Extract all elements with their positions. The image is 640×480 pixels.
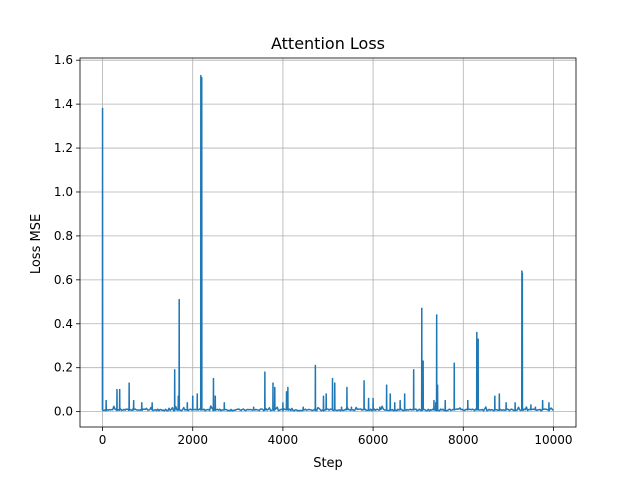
x-axis-ticks: 0 2000 4000 6000 8000 10000 xyxy=(99,427,573,447)
data-point xyxy=(151,402,153,404)
data-point xyxy=(422,360,424,362)
data-point xyxy=(530,404,532,406)
data-point xyxy=(404,393,406,395)
data-point xyxy=(274,386,276,389)
data-point xyxy=(514,402,516,404)
y-tick-label: 1.6 xyxy=(54,53,73,67)
data-point xyxy=(534,406,537,408)
data-point xyxy=(116,389,118,391)
x-tick-label: 2000 xyxy=(177,433,208,447)
data-point xyxy=(200,74,202,77)
data-point xyxy=(212,378,215,380)
data-point xyxy=(379,406,381,408)
x-tick-label: 10000 xyxy=(534,433,572,447)
data-point xyxy=(542,400,544,402)
data-point xyxy=(196,393,198,395)
data-point xyxy=(372,397,374,400)
data-point xyxy=(394,402,396,404)
data-point xyxy=(314,364,316,367)
y-tick-label: 1.4 xyxy=(54,97,73,111)
data-point xyxy=(334,382,336,384)
series-group xyxy=(101,74,554,412)
grid xyxy=(80,58,576,427)
y-axis-ticks: 0.0 0.2 0.4 0.6 0.8 1.0 1.2 1.4 1.6 xyxy=(54,53,80,419)
data-point xyxy=(287,386,289,389)
data-point xyxy=(282,402,284,404)
data-point xyxy=(413,369,415,371)
data-point xyxy=(389,393,391,395)
y-tick-label: 0.4 xyxy=(54,317,73,331)
data-point xyxy=(421,307,423,309)
data-point xyxy=(214,395,216,397)
data-point xyxy=(105,400,107,402)
data-point xyxy=(192,395,194,397)
data-point xyxy=(548,402,550,404)
data-point xyxy=(435,402,437,404)
data-point xyxy=(186,402,188,404)
x-tick-label: 8000 xyxy=(448,433,479,447)
data-point xyxy=(444,400,446,402)
data-point xyxy=(302,406,304,408)
data-point xyxy=(325,393,327,395)
data-point xyxy=(363,380,365,382)
data-point xyxy=(177,395,179,397)
data-point xyxy=(346,386,348,389)
data-point xyxy=(436,314,438,316)
y-tick-label: 0.8 xyxy=(54,229,73,243)
data-point xyxy=(201,77,203,79)
data-point xyxy=(386,384,388,386)
y-tick-label: 0.0 xyxy=(54,405,73,419)
data-point xyxy=(477,338,479,340)
x-tick-label: 6000 xyxy=(358,433,389,447)
data-point xyxy=(505,402,507,404)
data-point xyxy=(340,406,343,408)
data-point xyxy=(133,400,135,402)
data-point xyxy=(128,382,130,384)
y-tick-label: 1.2 xyxy=(54,141,73,155)
plot-frame xyxy=(79,57,577,428)
y-tick-label: 1.0 xyxy=(54,185,73,199)
data-point xyxy=(436,384,439,386)
data-point xyxy=(285,391,288,393)
chart-title: Attention Loss xyxy=(271,34,385,53)
data-point xyxy=(433,400,435,402)
data-point xyxy=(272,382,274,384)
data-point xyxy=(467,400,469,402)
series-line xyxy=(101,74,554,412)
x-tick-label: 0 xyxy=(99,433,107,447)
y-tick-label: 0.6 xyxy=(54,273,73,287)
data-point xyxy=(331,378,334,380)
data-point xyxy=(264,371,266,373)
data-point xyxy=(101,107,104,110)
data-point xyxy=(399,400,401,402)
data-point xyxy=(322,395,325,397)
y-tick-label: 0.2 xyxy=(54,361,73,375)
data-point xyxy=(494,395,496,397)
data-point xyxy=(367,397,370,400)
y-axis-label: Loss MSE xyxy=(29,214,44,274)
data-point xyxy=(498,393,500,395)
data-point xyxy=(223,402,225,404)
data-point xyxy=(350,406,353,408)
data-point xyxy=(521,270,523,272)
data-point xyxy=(521,272,523,274)
data-point xyxy=(141,402,143,404)
x-axis-label: Step xyxy=(313,456,343,471)
data-point xyxy=(174,369,176,371)
data-point xyxy=(119,389,121,391)
data-point xyxy=(476,331,478,334)
data-point xyxy=(253,406,255,408)
data-point xyxy=(453,362,455,364)
data-point xyxy=(178,299,180,301)
x-tick-label: 4000 xyxy=(268,433,299,447)
